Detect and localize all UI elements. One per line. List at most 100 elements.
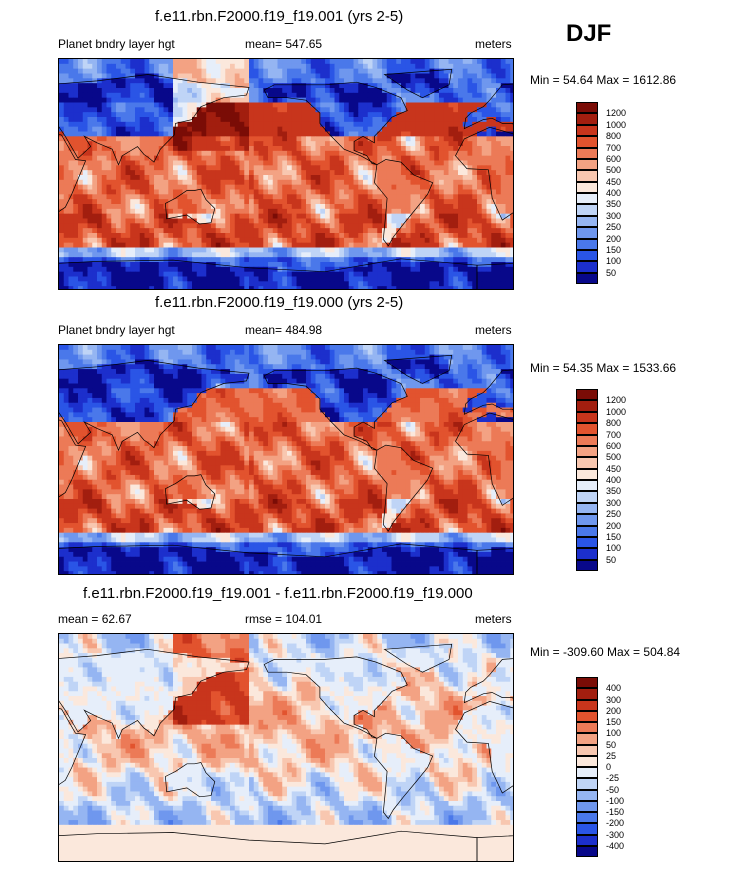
map-cell xyxy=(325,262,331,268)
map-cell xyxy=(201,59,207,65)
map-cell xyxy=(353,208,359,215)
map-cell xyxy=(225,78,231,84)
map-cell xyxy=(382,88,388,94)
map-cell xyxy=(97,146,103,152)
map-cell xyxy=(268,204,274,210)
map-cell xyxy=(154,175,160,181)
map-cell xyxy=(111,271,117,277)
map-cell xyxy=(130,257,136,263)
map-cell xyxy=(420,179,426,186)
map-cell xyxy=(353,266,359,273)
map-cell xyxy=(125,252,131,258)
map-cell xyxy=(154,59,160,65)
map-cell xyxy=(87,160,93,166)
map-cell xyxy=(458,150,464,157)
map-cell xyxy=(443,194,449,200)
map-cell xyxy=(377,121,383,128)
map-cell xyxy=(306,102,312,108)
colorbar-tick-label: 700 xyxy=(606,142,622,153)
map-cell xyxy=(182,155,188,161)
map-cell xyxy=(353,88,359,94)
map-cell xyxy=(263,92,269,99)
map-cell xyxy=(97,102,103,108)
map-cell xyxy=(144,131,150,137)
map-cell xyxy=(434,354,440,360)
map-cell xyxy=(429,262,435,268)
map-cell xyxy=(500,218,506,224)
map-cell xyxy=(334,354,340,360)
map-cell xyxy=(234,59,240,65)
map-cell xyxy=(101,175,107,181)
map-cell xyxy=(496,204,502,210)
map-cell xyxy=(467,59,473,65)
map-cell xyxy=(410,131,416,137)
map-cell xyxy=(116,136,122,142)
map-cell xyxy=(434,266,440,273)
map-cell xyxy=(282,345,288,351)
map-cell xyxy=(382,126,388,132)
map-cell xyxy=(344,92,350,99)
map-cell xyxy=(424,208,430,215)
map-cell xyxy=(448,160,454,166)
map-cell xyxy=(434,131,440,137)
map-cell xyxy=(367,141,373,147)
map-cell xyxy=(234,97,240,103)
map-cell xyxy=(192,194,198,200)
map-cell xyxy=(339,223,345,229)
map-cell xyxy=(130,170,136,176)
map-cell xyxy=(158,121,164,128)
map-cell xyxy=(377,286,383,289)
map-cell xyxy=(282,170,288,176)
map-cell xyxy=(177,131,183,137)
map-cell xyxy=(301,233,307,239)
map-cell xyxy=(510,107,513,113)
map-cell xyxy=(363,117,369,123)
map-cell xyxy=(310,117,316,123)
map-cell xyxy=(201,73,207,79)
map-cell xyxy=(187,170,193,176)
map-cell xyxy=(420,223,426,229)
map-cell xyxy=(429,237,435,244)
map-cell xyxy=(301,117,307,123)
map-cell xyxy=(429,281,435,287)
map-cell xyxy=(334,233,340,239)
map-cell xyxy=(116,354,122,360)
map-cell xyxy=(325,354,331,360)
map-cell xyxy=(125,83,131,89)
map-cell xyxy=(391,189,397,195)
map-cell xyxy=(353,194,359,200)
map-cell xyxy=(486,213,492,219)
panel-1-map-svg xyxy=(59,59,513,289)
map-cell xyxy=(339,189,345,195)
map-cell xyxy=(415,78,421,84)
map-cell xyxy=(405,165,411,171)
map-cell xyxy=(73,271,79,277)
map-cell xyxy=(215,223,221,229)
map-cell xyxy=(97,276,103,282)
map-cell xyxy=(144,252,150,258)
map-cell xyxy=(401,252,407,258)
map-cell xyxy=(377,218,383,224)
map-cell xyxy=(187,97,193,103)
map-cell xyxy=(158,126,164,132)
map-cell xyxy=(500,233,506,239)
map-cell xyxy=(149,237,155,244)
map-cell xyxy=(282,247,288,253)
map-cell xyxy=(130,281,136,287)
map-cell xyxy=(182,112,188,118)
map-cell xyxy=(405,184,411,190)
map-cell xyxy=(234,213,240,219)
map-cell xyxy=(325,73,331,79)
map-cell xyxy=(168,170,174,176)
map-cell xyxy=(382,247,388,253)
map-cell xyxy=(277,218,283,224)
map-cell xyxy=(63,199,69,205)
map-cell xyxy=(505,228,511,234)
map-cell xyxy=(139,204,145,210)
map-cell xyxy=(120,276,126,282)
map-cell xyxy=(196,189,202,195)
map-cell xyxy=(139,175,145,181)
map-cell xyxy=(334,102,340,108)
map-cell xyxy=(396,354,402,360)
map-cell xyxy=(505,189,511,195)
